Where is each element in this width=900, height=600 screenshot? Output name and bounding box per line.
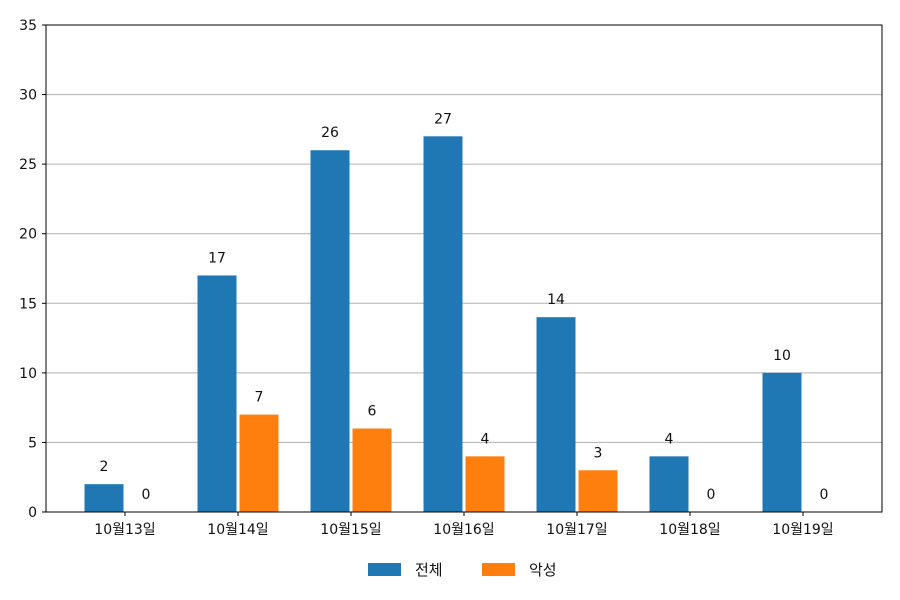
data-label: 7 (255, 390, 264, 406)
bar (465, 456, 505, 512)
plot-frame (45, 24, 883, 513)
data-label: 3 (594, 445, 603, 461)
bar (352, 428, 392, 512)
legend-label: 전체 (415, 561, 443, 579)
data-label: 17 (208, 250, 226, 266)
data-label: 10 (773, 348, 791, 364)
data-label: 6 (368, 404, 377, 420)
legend: 전체 악성 (368, 561, 557, 579)
y-tick-label: 35 (19, 18, 37, 34)
y-tick-label: 15 (19, 296, 37, 312)
data-labels: 2 0 17 7 26 6 27 4 14 3 4 0 10 0 (100, 111, 829, 503)
data-label: 0 (820, 487, 829, 503)
bar (84, 484, 124, 512)
x-tick-label: 10월13일 (94, 522, 155, 538)
bar (649, 456, 689, 512)
x-tick-label: 10월17일 (546, 522, 607, 538)
gridlines (46, 94, 882, 443)
x-tick-label: 10월18일 (659, 522, 720, 538)
data-label: 0 (142, 487, 151, 503)
y-tick-label: 30 (19, 88, 37, 104)
y-tick-label: 5 (28, 435, 37, 451)
x-tick-label: 10월16일 (433, 522, 494, 538)
data-label: 2 (100, 459, 109, 475)
data-label: 14 (547, 292, 565, 308)
bars (84, 136, 802, 513)
bar (423, 136, 463, 513)
bar (310, 150, 350, 512)
y-tick-label: 0 (28, 505, 37, 521)
legend-label: 악성 (529, 561, 557, 579)
y-tick-label: 25 (19, 157, 37, 173)
bar (578, 470, 618, 512)
x-tick-label: 10월15일 (320, 522, 381, 538)
bar (762, 372, 802, 512)
x-tick-label: 10월14일 (207, 522, 268, 538)
data-label: 26 (321, 125, 339, 141)
bar (536, 317, 576, 512)
data-label: 4 (481, 431, 490, 447)
data-label: 27 (434, 111, 452, 127)
bar (239, 414, 279, 512)
y-axis: 0 5 10 15 20 25 30 35 (19, 18, 46, 521)
data-label: 4 (665, 431, 674, 447)
legend-swatch (368, 563, 401, 576)
y-tick-label: 20 (19, 227, 37, 243)
x-axis: 10월13일 10월14일 10월15일 10월16일 10월17일 10월18일 10월1… (94, 512, 834, 538)
x-tick-label: 10월19일 (772, 522, 833, 538)
bar (197, 275, 237, 512)
y-tick-label: 10 (19, 366, 37, 382)
data-label: 0 (707, 487, 716, 503)
legend-swatch (482, 563, 515, 576)
